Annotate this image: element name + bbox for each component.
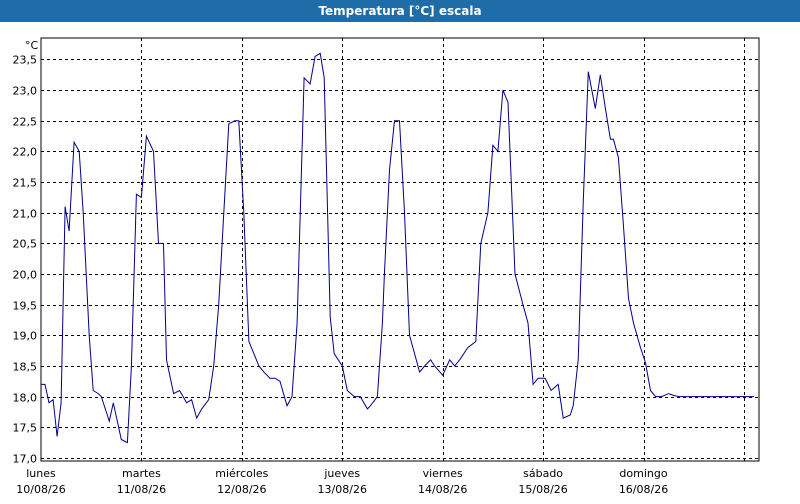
- y-tick-label: 21,0: [13, 208, 38, 221]
- x-day-label: domingo: [619, 467, 667, 480]
- y-axis-ticks: 17,0 17,5 18,0 18,5 19,0 19,5 20,0 20,5 21,0 21,5…: [13, 54, 38, 466]
- x-date-label: 13/08/26: [318, 483, 367, 496]
- y-tick-label: 18,5: [13, 361, 38, 374]
- plot-frame: [41, 38, 759, 461]
- chart-area: 17,0 17,5 18,0 18,5 19,0 19,5 20,0 20,5 21,0 21,5…: [0, 22, 800, 500]
- y-tick-label: 23,5: [13, 54, 38, 67]
- y-axis-unit-label: °C: [25, 39, 39, 52]
- x-day-label: lunes: [26, 467, 56, 480]
- y-tick-label: 22,5: [13, 116, 38, 129]
- x-date-label: 11/08/26: [117, 483, 166, 496]
- y-tick-label: 20,5: [13, 238, 38, 251]
- x-day-label: sábado: [523, 467, 563, 480]
- temperature-chart: 17,0 17,5 18,0 18,5 19,0 19,5 20,0 20,5 21,0 21,5…: [0, 22, 800, 500]
- x-day-label: jueves: [323, 467, 360, 480]
- x-date-label: 10/08/26: [16, 483, 65, 496]
- x-day-label: martes: [122, 467, 161, 480]
- window-title: Temperatura [°C] escala: [0, 0, 800, 22]
- y-tick-label: 19,5: [13, 300, 38, 313]
- x-date-label: 14/08/26: [418, 483, 467, 496]
- x-day-label: miércoles: [215, 467, 268, 480]
- y-tick-label: 18,0: [13, 392, 38, 405]
- y-tick-label: 19,0: [13, 330, 38, 343]
- y-tick-label: 17,0: [13, 453, 38, 466]
- y-tick-label: 21,5: [13, 177, 38, 190]
- x-axis-labels: lunes 10/08/26 martes 11/08/26 miércoles 12/0…: [16, 467, 668, 496]
- x-date-label: 16/08/26: [619, 483, 668, 496]
- y-tick-label: 23,0: [13, 85, 38, 98]
- y-tick-label: 17,5: [13, 422, 38, 435]
- x-date-label: 15/08/26: [518, 483, 567, 496]
- x-date-label: 12/08/26: [217, 483, 266, 496]
- x-day-label: viernes: [423, 467, 463, 480]
- y-tick-label: 22,0: [13, 146, 38, 159]
- y-tick-label: 20,0: [13, 269, 38, 282]
